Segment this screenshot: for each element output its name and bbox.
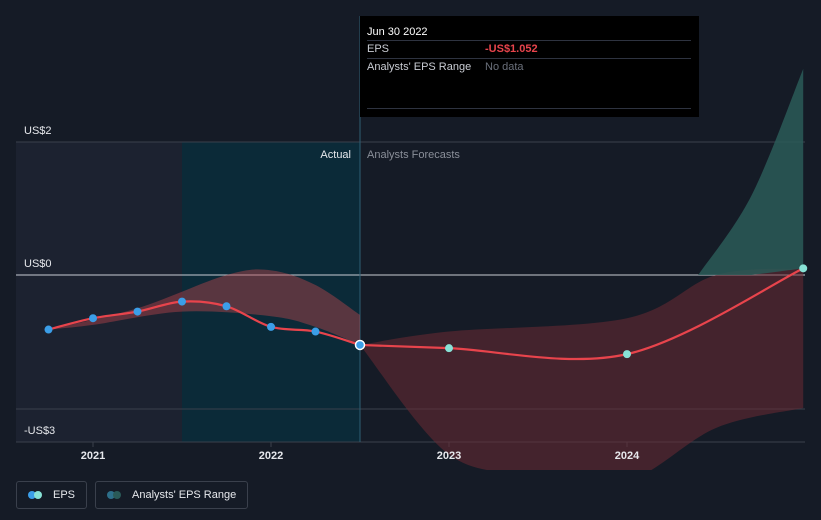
eps-range-band-forecast [360,268,804,470]
eps-range-band-historical [48,269,360,345]
tooltip-row-range: Analysts' EPS Range No data [367,58,691,76]
chart-background [16,142,360,442]
eps-actual-point-1 [89,314,97,323]
actual-window-highlight [182,142,360,442]
tooltip-row-eps: EPS -US$1.052 [367,40,691,58]
past-period-shade [16,142,182,442]
legend-label-eps: EPS [53,489,76,501]
eps-range-legend-icon [107,491,123,499]
eps-actual-point-2 [133,307,142,316]
y-tick-label-zero: US$0 [24,258,52,270]
x-tick-label-2024: 2024 [615,450,640,462]
tooltip-eps-value: -US$1.052 [485,43,538,55]
eps-actual-point-5 [267,322,275,331]
chart-labels: US$2 US$0 -US$3 Actual Analysts Forecast… [24,125,640,462]
eps-legend-icon [28,491,44,499]
eps-current-point [354,339,366,351]
legend-label-eps-range: Analysts' EPS Range [132,489,237,501]
eps-tooltip: Jun 30 2022 EPS -US$1.052 Analysts' EPS … [360,16,699,117]
legend-item-eps[interactable]: EPS [16,481,88,509]
tooltip-eps-label: EPS [367,43,390,55]
eps-actual-point-3 [178,297,186,306]
chart-legend: EPS Analysts' EPS Range [16,481,249,509]
tooltip-divider [367,108,691,109]
eps-forecast-point-0 [445,344,453,353]
eps-range-bands [48,68,804,470]
y-tick-label-bottom: -US$3 [24,425,55,437]
section-label-actual: Actual [320,149,351,161]
section-label-forecast: Analysts Forecasts [367,149,460,161]
eps-line-forecast [359,267,804,361]
eps-actual-point-6 [311,327,320,336]
tooltip-range-value: No data [485,61,524,73]
tooltip-date: Jun 30 2022 [367,26,428,38]
x-tick-label-2022: 2022 [259,450,283,462]
legend-item-eps-range[interactable]: Analysts' EPS Range [95,481,249,509]
eps-chart: US$2 US$0 -US$3 Actual Analysts Forecast… [16,16,808,470]
x-tick-label-2021: 2021 [81,450,105,462]
eps-forecast-point-1 [623,350,631,359]
eps-actual-point-4 [222,302,231,311]
tooltip-range-label: Analysts' EPS Range [367,61,472,73]
y-tick-label-top: US$2 [24,125,52,137]
eps-forecast-point-2 [799,264,808,273]
eps-actual-point-0 [44,325,53,334]
x-tick-label-2023: 2023 [437,450,461,462]
eps-points [44,264,808,359]
eps-range-band-upper-forecast [698,68,804,275]
